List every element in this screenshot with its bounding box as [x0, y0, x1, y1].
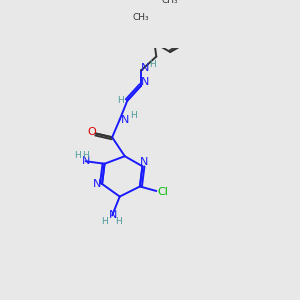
Text: N: N	[141, 63, 149, 73]
Text: N: N	[121, 115, 129, 124]
Text: H: H	[118, 96, 124, 105]
Text: N: N	[93, 179, 102, 189]
Text: H: H	[74, 151, 81, 160]
Text: H: H	[115, 217, 122, 226]
Text: N: N	[109, 211, 118, 220]
Text: H: H	[149, 60, 156, 69]
Text: N: N	[141, 77, 149, 87]
Text: H: H	[82, 151, 89, 160]
Text: O: O	[88, 127, 96, 137]
Text: CH₃: CH₃	[162, 0, 178, 5]
Text: N: N	[140, 157, 148, 167]
Text: H: H	[101, 217, 107, 226]
Text: CH₃: CH₃	[132, 13, 149, 22]
Text: Cl: Cl	[157, 187, 168, 197]
Text: H: H	[130, 111, 137, 120]
Text: N: N	[82, 156, 90, 166]
